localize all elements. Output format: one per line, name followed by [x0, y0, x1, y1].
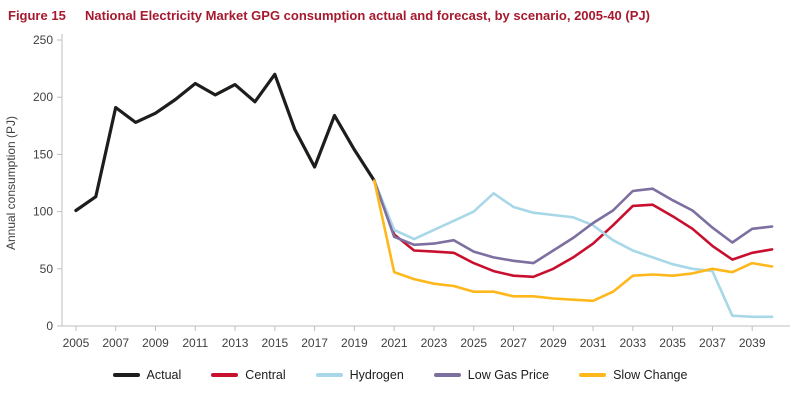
- x-tick-label: 2013: [222, 336, 249, 350]
- chart-legend: Actual Central Hydrogen Low Gas Price Slow C…: [0, 362, 800, 382]
- legend-swatch-slow-change: [579, 373, 607, 377]
- figure-label: Figure 15: [8, 8, 66, 23]
- y-tick-label: 200: [33, 90, 53, 104]
- series-line-actual: [74, 72, 376, 213]
- x-tick-label: 2031: [580, 336, 607, 350]
- legend-label-low-gas-price: Low Gas Price: [467, 368, 550, 382]
- x-tick-label: 2027: [500, 336, 527, 350]
- series-line-slow-change: [372, 179, 774, 303]
- x-tick-label: 2023: [421, 336, 448, 350]
- legend-item-central: Central: [211, 368, 286, 382]
- figure-title: National Electricity Market GPG consumpt…: [85, 8, 650, 23]
- x-tick-label: 2017: [301, 336, 328, 350]
- series-line-central: [372, 179, 774, 279]
- x-tick-label: 2029: [540, 336, 567, 350]
- chart-area: 0 50 100 150 200 250 2005 2007 2009 2011 2013 2015 2…: [0, 26, 800, 362]
- series-line-hydrogen: [372, 179, 774, 319]
- legend-label-hydrogen: Hydrogen: [349, 368, 404, 382]
- legend-swatch-central: [211, 373, 239, 377]
- x-tick-label: 2035: [659, 336, 686, 350]
- legend-label-slow-change: Slow Change: [613, 368, 688, 382]
- legend-swatch-actual: [112, 373, 140, 377]
- y-tick-label: 50: [40, 262, 54, 276]
- legend-item-low-gas-price: Low Gas Price: [433, 368, 550, 382]
- x-tick-label: 2039: [739, 336, 766, 350]
- y-axis-title: Annual consumption (PJ): [4, 116, 18, 250]
- x-tick-label: 2037: [699, 336, 726, 350]
- y-tick-label: 150: [33, 147, 53, 161]
- legend-item-actual: Actual: [112, 368, 182, 382]
- legend-swatch-low-gas-price: [433, 373, 461, 377]
- y-tick-label: 0: [46, 319, 53, 333]
- x-tick-label: 2015: [261, 336, 288, 350]
- x-tick-label: 2021: [381, 336, 408, 350]
- figure-header: Figure 15 National Electricity Market GP…: [0, 5, 800, 24]
- x-tick-label: 2025: [460, 336, 487, 350]
- legend-item-slow-change: Slow Change: [579, 368, 687, 382]
- y-tick-label: 250: [33, 33, 53, 47]
- series-line-low-gas-price: [372, 179, 774, 265]
- legend-swatch-hydrogen: [315, 373, 343, 377]
- chart-svg: 0 50 100 150 200 250 2005 2007 2009 2011 2013 2015 2…: [4, 33, 790, 350]
- legend-label-central: Central: [245, 368, 286, 382]
- x-tick-label: 2005: [63, 336, 90, 350]
- x-tick-label: 2009: [142, 336, 169, 350]
- legend-label-actual: Actual: [146, 368, 182, 382]
- x-tick-label: 2019: [341, 336, 368, 350]
- legend-item-hydrogen: Hydrogen: [315, 368, 404, 382]
- y-tick-label: 100: [33, 205, 53, 219]
- x-tick-label: 2011: [182, 336, 208, 350]
- x-tick-label: 2033: [619, 336, 646, 350]
- x-tick-label: 2007: [102, 336, 129, 350]
